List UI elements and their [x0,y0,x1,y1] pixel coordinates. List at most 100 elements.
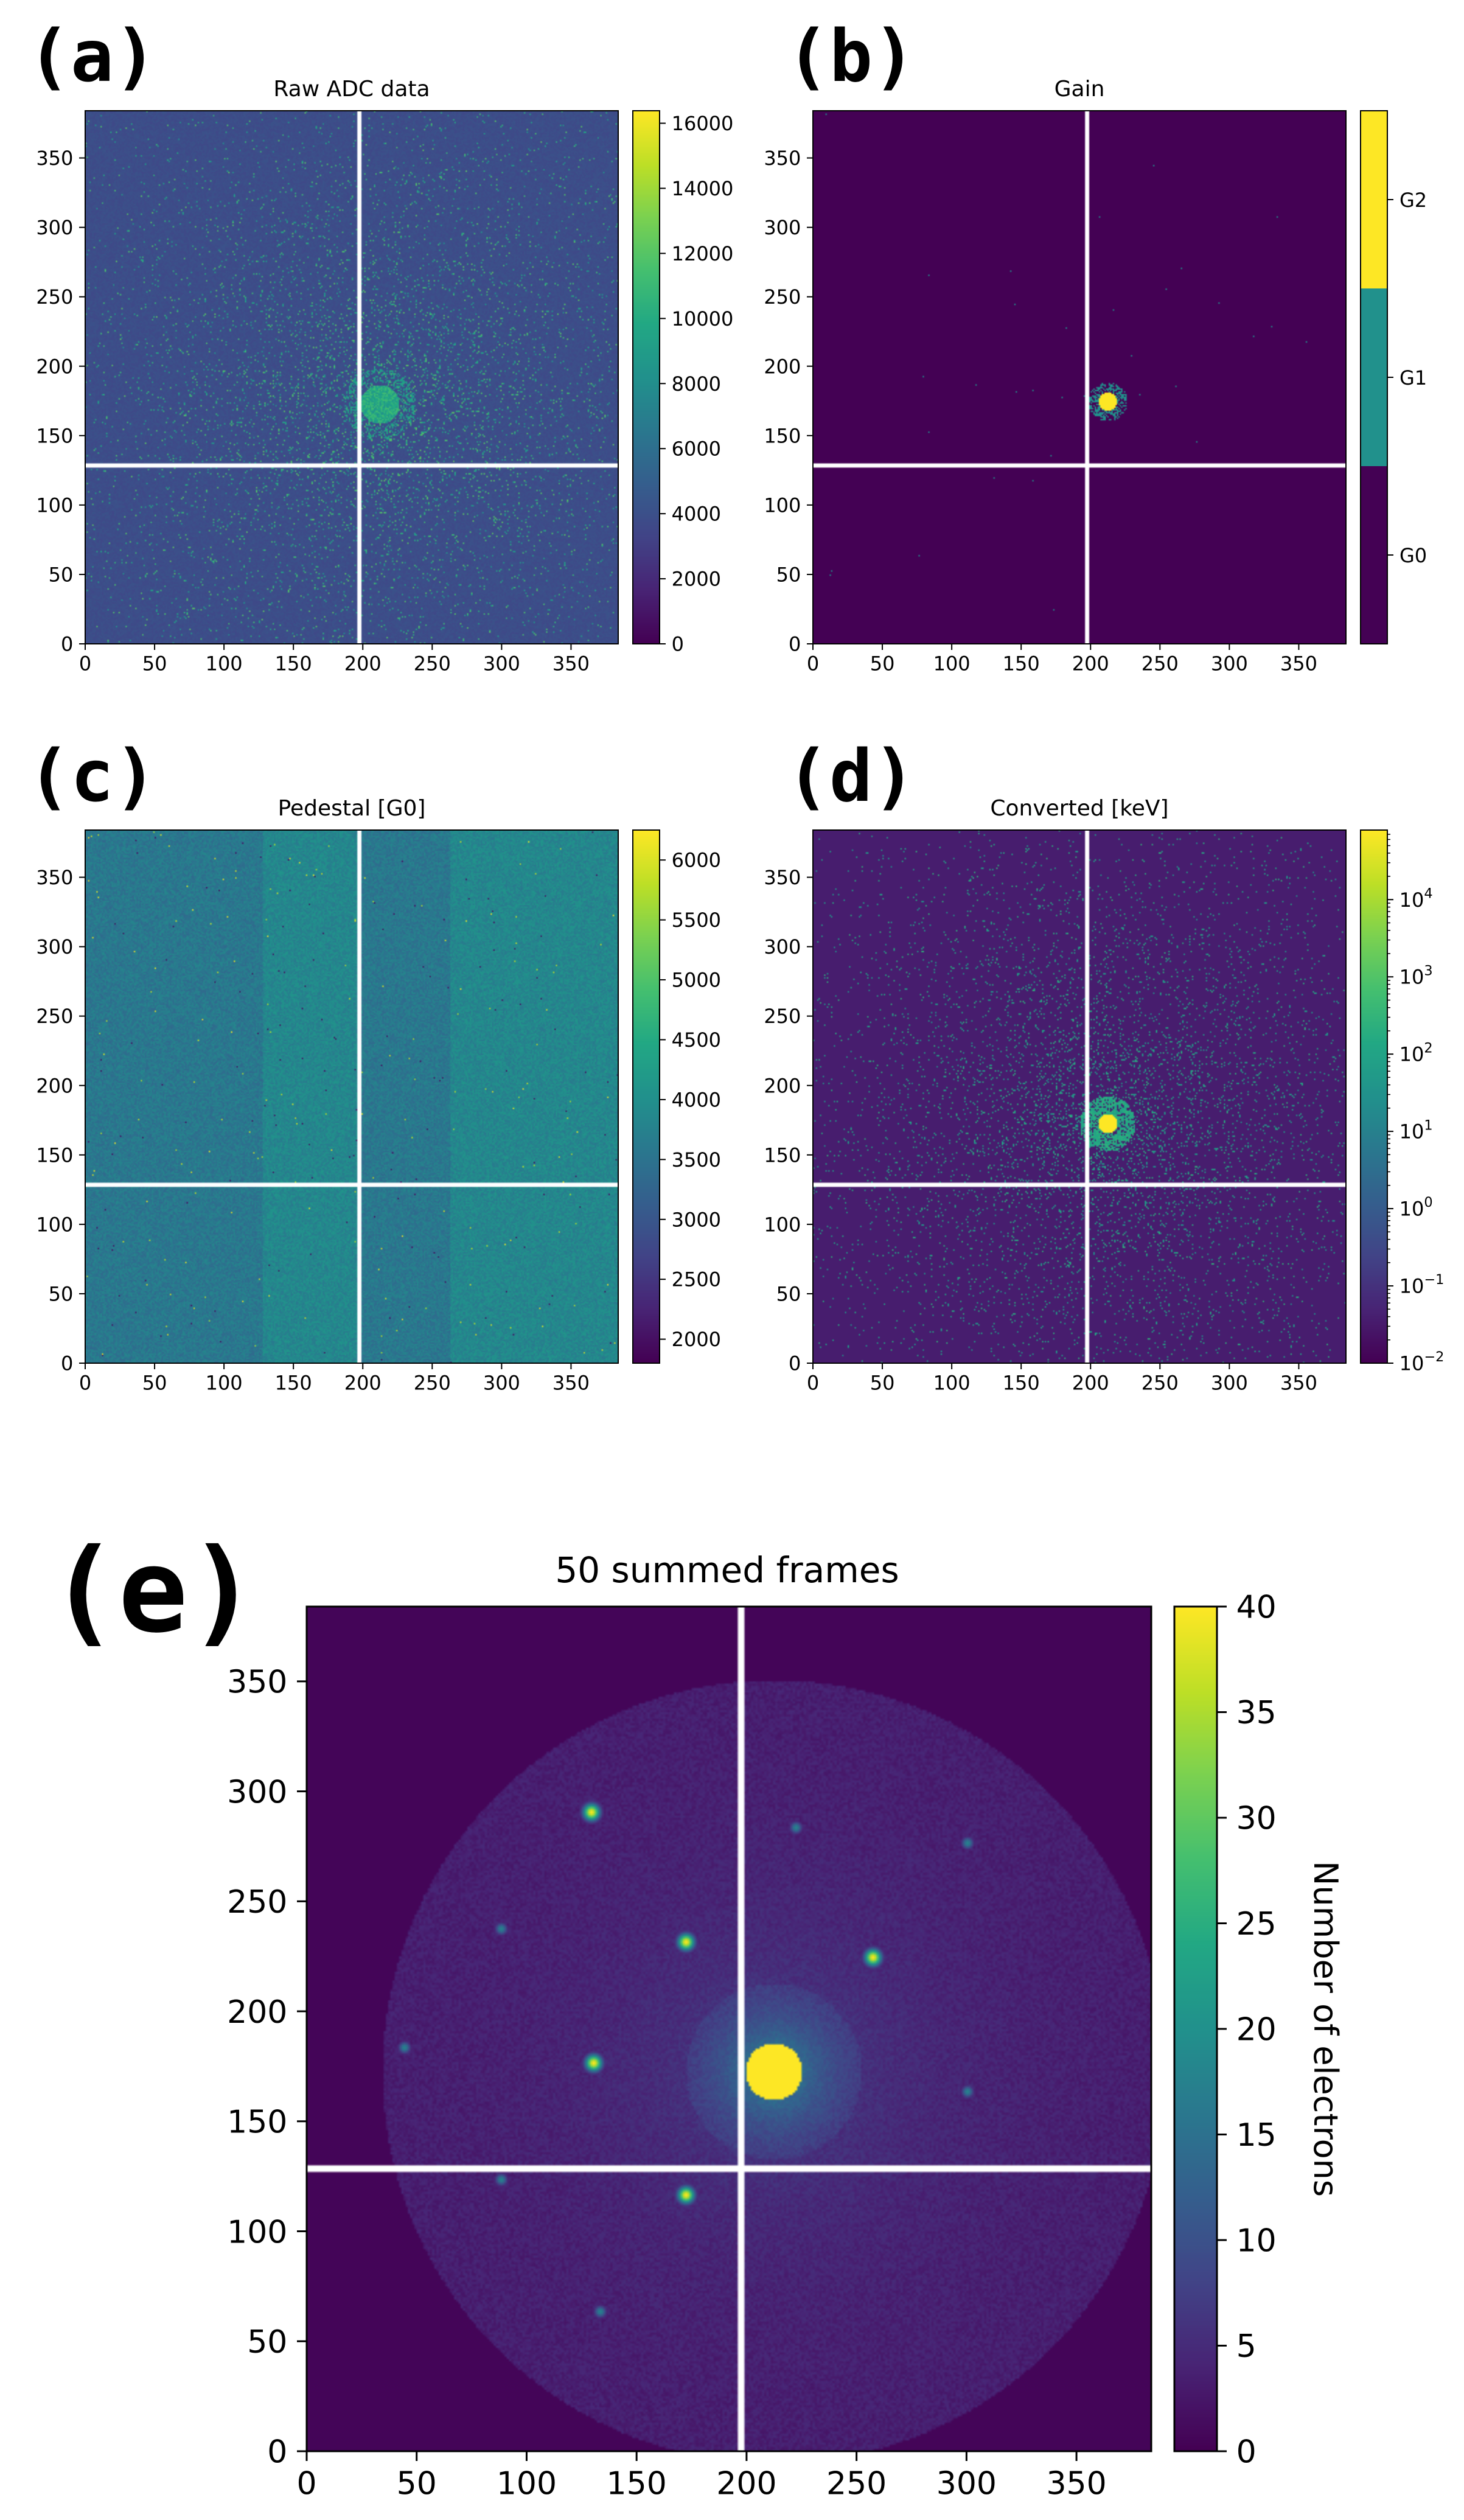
x-tick-label-b-300: 300 [1211,652,1248,675]
colorbar-tick-label-d-3: 103 [1400,963,1433,988]
x-tick-label-d-250: 250 [1142,1372,1179,1395]
x-tick-label-c-0: 0 [79,1372,91,1395]
x-tick-label-d-150: 150 [1003,1372,1040,1395]
colorbar-tick-label-a-4000: 4000 [672,503,721,526]
x-tick-label-d-0: 0 [807,1372,819,1395]
colorbar-tick-label-a-10000: 10000 [672,307,734,330]
colorbar-tick-exponent-d: −2 [1424,1349,1444,1365]
colorbar-tick-label-a-8000: 8000 [672,372,721,396]
x-tick-label-d-50: 50 [870,1372,895,1395]
x-tick-label-a-350: 350 [552,652,590,675]
x-tick-label-c-100: 100 [206,1372,243,1395]
colorbar-ticks-c: 2000 2500 3000 3500 4000 4500 5000 5500 6000 [660,849,721,1351]
heatmap-image-a [85,110,619,644]
plot-frame-d [812,829,1347,1364]
y-tick-label-e-150: 150 [227,2104,287,2141]
x-tick-label-c-300: 300 [483,1372,520,1395]
colorbar-tick-label-c-5000: 5000 [672,969,721,992]
x-tick-label-d-100: 100 [933,1372,971,1395]
x-tick-label-c-200: 200 [344,1372,382,1395]
x-tick-label-e-0: 0 [296,2466,316,2502]
axis-ticks-c: 0 50 100 150 200 250 300 350 0 50 100 150 200 250 300 3… [36,866,590,1395]
colorbar-tick-label-a-12000: 12000 [672,242,734,265]
y-tick-label-a-0: 0 [61,633,73,656]
plot-frame-b [812,110,1347,644]
y-tick-label-e-200: 200 [227,1994,287,2031]
x-tick-label-b-100: 100 [933,652,971,675]
colorbar-segment-g1 [1361,288,1387,466]
y-tick-label-d-50: 50 [776,1282,801,1305]
panel-e: (e) 50 summed frames 0 50 100 150 200 250 300 3… [49,1524,1345,2502]
colorbar-tick-exponent-d: 0 [1424,1195,1432,1210]
x-tick-label-a-150: 150 [275,652,312,675]
colorbar-tick-exponent-d: 1 [1424,1117,1432,1133]
colorbar-ticks-e: 0 5 10 15 20 25 30 35 40 [1217,1590,1277,2471]
colorbar-tick-exponent-d: 2 [1424,1040,1432,1056]
colorbar-tick-label-e-15: 15 [1236,2117,1277,2154]
x-tick-label-e-350: 350 [1046,2466,1106,2502]
chart-title-b: Gain [1054,77,1105,102]
x-tick-label-a-200: 200 [344,652,382,675]
y-tick-label-c-350: 350 [36,866,73,889]
colorbar-tick-label-d-0: 100 [1400,1195,1433,1220]
x-tick-label-b-250: 250 [1142,652,1179,675]
y-tick-label-c-0: 0 [61,1352,73,1375]
x-tick-label-a-250: 250 [414,652,451,675]
y-tick-label-b-350: 350 [764,147,801,170]
y-tick-label-d-0: 0 [789,1352,801,1375]
x-tick-label-a-0: 0 [79,652,91,675]
colorbar-tick-label-c-2000: 2000 [672,1328,721,1351]
x-tick-label-b-350: 350 [1280,652,1317,675]
colorbar-tick-label-c-2500: 2500 [672,1268,721,1291]
colorbar-tick-exponent-d: 4 [1424,885,1432,901]
heatmap-image-d [812,829,1347,1364]
x-tick-label-d-300: 300 [1211,1372,1248,1395]
colorbar-label-g2: G2 [1400,189,1427,212]
y-tick-label-a-100: 100 [36,494,73,517]
colorbar-tick-label-e-40: 40 [1236,1590,1277,1626]
y-tick-label-e-0: 0 [267,2434,287,2471]
colorbar-tick-base-d: 10 [1400,1275,1424,1298]
x-tick-label-b-50: 50 [870,652,895,675]
colorbar-tick-label-c-6000: 6000 [672,849,721,872]
colorbar-tick-label-e-0: 0 [1236,2434,1257,2471]
colorbar-tick-label-e-5: 5 [1236,2328,1257,2365]
colorbar-tick-label-c-3000: 3000 [672,1208,721,1231]
x-tick-label-a-300: 300 [483,652,520,675]
y-tick-label-d-300: 300 [764,935,801,958]
y-tick-label-d-100: 100 [764,1213,801,1236]
x-tick-label-a-100: 100 [206,652,243,675]
colorbar-tick-label-d-1: 101 [1400,1117,1433,1143]
y-tick-label-e-350: 350 [227,1664,287,1701]
colorbar-tick-base-d: 10 [1400,1120,1424,1143]
x-tick-label-c-350: 350 [552,1372,590,1395]
y-tick-label-b-300: 300 [764,216,801,239]
colorbar-tick-label-d--1: 10−1 [1400,1272,1445,1297]
y-tick-label-c-100: 100 [36,1213,73,1236]
x-tick-label-e-250: 250 [826,2466,887,2502]
axis-ticks-d: 0 50 100 150 200 250 300 350 0 50 100 150 200 250 300 3… [764,866,1317,1395]
chart-title-e: 50 summed frames [555,1549,899,1591]
x-tick-label-e-50: 50 [397,2466,437,2502]
y-tick-label-d-250: 250 [764,1005,801,1028]
x-tick-label-c-150: 150 [275,1372,312,1395]
colorbar-b: G0 G1 G2 [1360,110,1427,644]
colorbar-tick-label-c-5500: 5500 [672,909,721,932]
axis-ticks-e: 0 50 100 150 200 250 300 350 0 50 100 150 200 250 300 3… [227,1664,1107,2502]
colorbar-tick-base-d: 10 [1400,1352,1424,1375]
colorbar-frame-a [632,110,660,644]
colorbar-tick-label-e-35: 35 [1236,1695,1277,1731]
colorbar-tick-label-e-30: 30 [1236,1801,1277,1837]
x-tick-label-e-100: 100 [497,2466,557,2502]
y-tick-label-d-150: 150 [764,1143,801,1167]
y-tick-label-c-150: 150 [36,1143,73,1167]
panel-label-b: (b) [786,14,916,98]
x-tick-label-e-150: 150 [607,2466,667,2502]
colorbar-tick-label-e-20: 20 [1236,2012,1277,2048]
colorbar-frame-c [632,829,660,1364]
colorbar-tick-label-e-10: 10 [1236,2223,1277,2260]
colorbar-label-g1: G1 [1400,366,1427,389]
y-tick-label-e-50: 50 [247,2324,287,2361]
colorbar-tick-label-c-4000: 4000 [672,1088,721,1111]
colorbar-frame-d [1360,829,1388,1364]
